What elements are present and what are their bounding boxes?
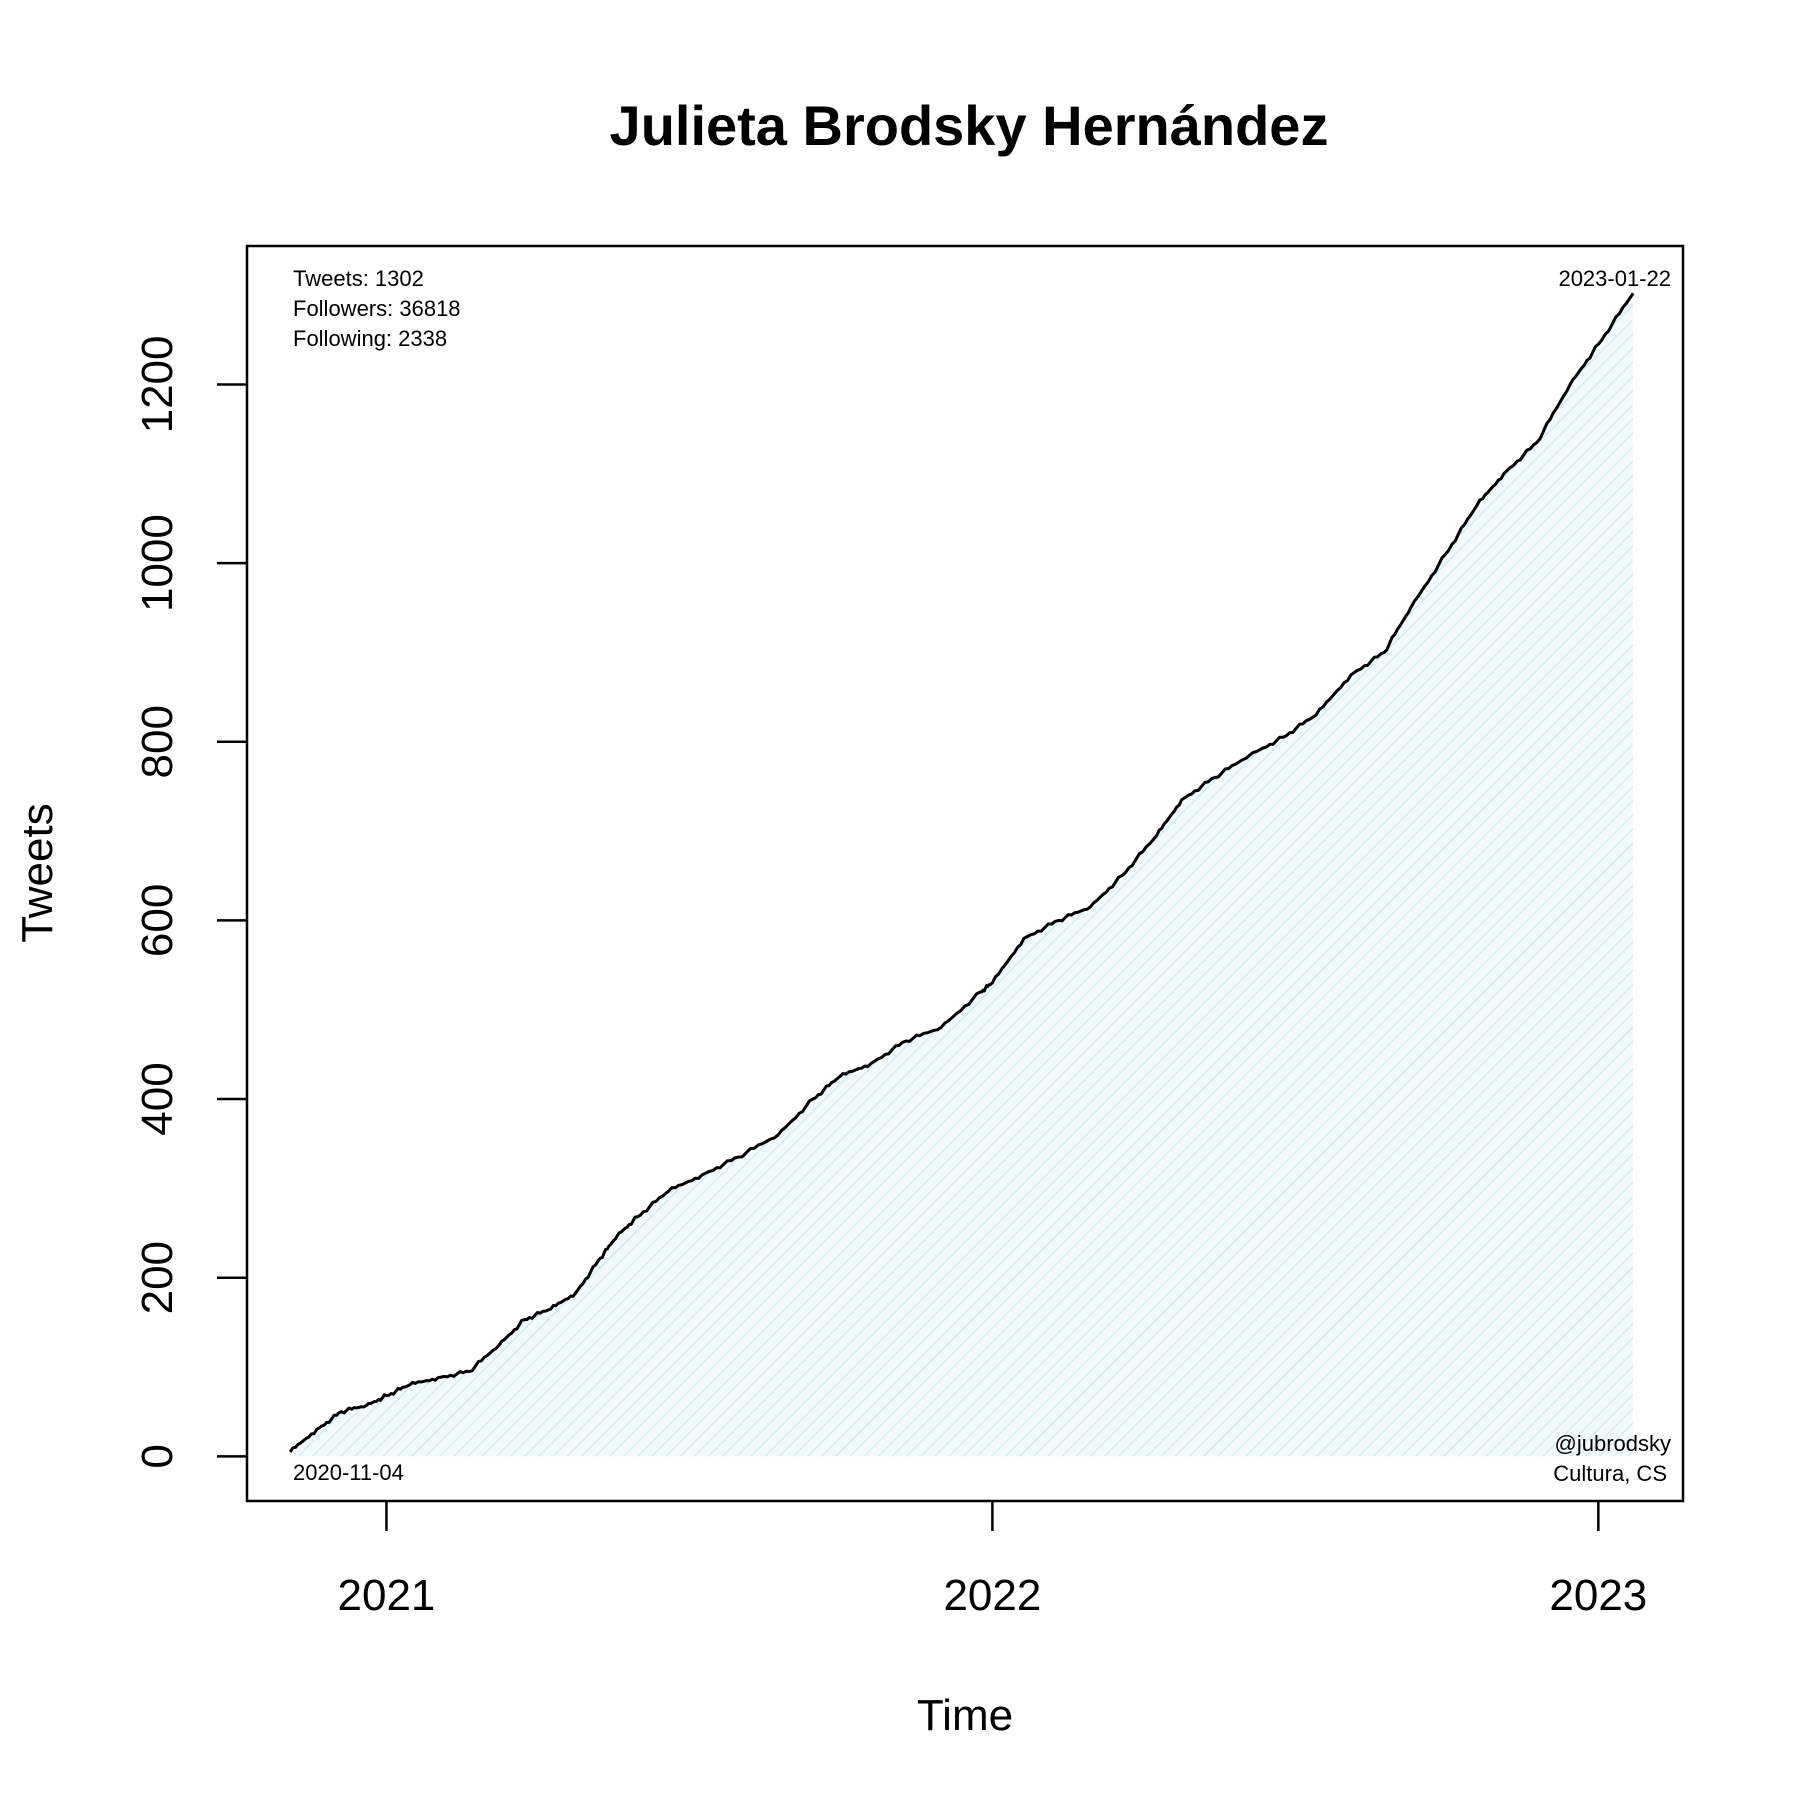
y-tick-label: 400 xyxy=(133,1062,182,1135)
x-tick-label: 2023 xyxy=(1549,1571,1647,1620)
y-axis: 0 200 400 600 800 1000 1200 xyxy=(133,336,247,1469)
affiliation-label: Cultura, CS xyxy=(1553,1461,1667,1486)
y-tick-label: 800 xyxy=(133,705,182,778)
y-axis-label: Tweets xyxy=(13,803,62,942)
y-tick-label: 600 xyxy=(133,884,182,957)
stats-annotation: Tweets: 1302 Followers: 36818 Following:… xyxy=(293,266,461,351)
y-tick-label: 1200 xyxy=(133,336,182,434)
tweets-count-label: Tweets: 1302 xyxy=(293,266,424,291)
y-tick-label: 200 xyxy=(133,1241,182,1314)
y-tick-label: 1000 xyxy=(133,514,182,612)
plot-frame xyxy=(245,244,1685,1503)
start-date-label: 2020-11-04 xyxy=(293,1460,404,1485)
followers-count-label: Followers: 36818 xyxy=(293,296,461,321)
series-line xyxy=(288,292,1635,1453)
handle-label: @jubrodsky xyxy=(1555,1431,1672,1456)
y-tick-label: 0 xyxy=(133,1444,182,1468)
following-count-label: Following: 2338 xyxy=(293,326,447,351)
x-tick-label: 2022 xyxy=(943,1571,1041,1620)
plot-area xyxy=(245,244,1685,1503)
x-axis-label: Time xyxy=(917,1691,1013,1740)
x-axis: 2021 2022 2023 xyxy=(338,1501,1647,1620)
end-date-label: 2023-01-22 xyxy=(1558,266,1671,291)
chart-title: Julieta Brodsky Hernández xyxy=(610,94,1329,157)
cumulative-area xyxy=(290,293,1634,1457)
x-tick-label: 2021 xyxy=(338,1571,436,1620)
